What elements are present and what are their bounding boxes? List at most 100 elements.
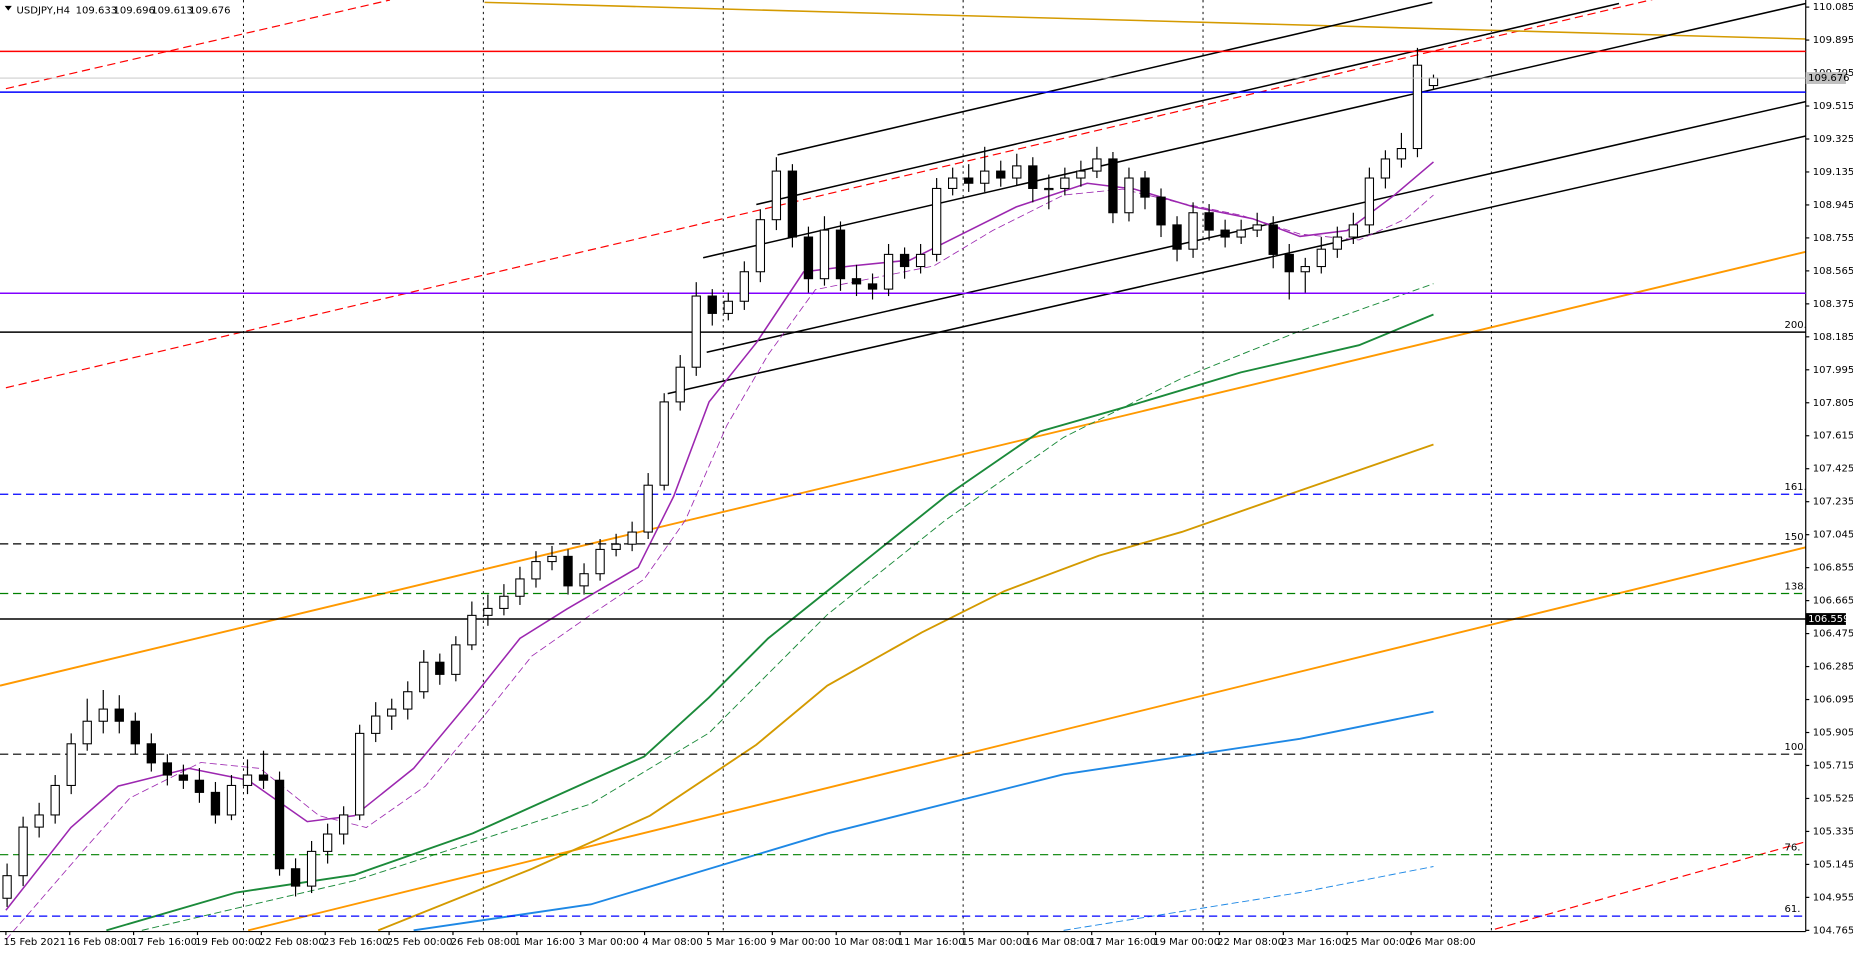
candle-body [2,875,12,899]
y-tick-label: 109.515 [1813,101,1853,112]
candle-body [1364,177,1375,226]
y-tick-label: 110.085 [1813,2,1853,13]
moving-average [377,443,1434,932]
candle-body [467,614,477,646]
candle-body [1140,177,1150,198]
moving-average [106,313,1434,932]
candle-body [371,715,381,734]
y-tick-label: 108.565 [1813,266,1853,277]
y-tick-label: 106.095 [1813,695,1853,706]
candle-body [771,170,782,221]
candle-body [162,762,173,776]
y-tick-label: 106.855 [1813,563,1853,574]
candle-body [755,219,766,273]
candle-body [1124,177,1134,214]
candle-body [547,555,557,563]
period-separators [242,0,1492,932]
candle-body [1300,266,1310,273]
candle-body [1236,229,1246,238]
y-tick-label: 108.185 [1813,332,1853,343]
trend-line [484,1,1806,40]
price-box [1805,613,1846,625]
candle-body [1108,158,1118,214]
menu-arrow[interactable] [4,5,12,11]
last-price-label: 109.676 [1808,73,1849,84]
level-label: 161. [1784,482,1806,493]
candle-body [803,236,814,280]
candle-body [1092,158,1102,172]
x-tick-label: 15 Feb 2021 [4,937,66,948]
candle-body [419,661,429,693]
candle-body [82,720,92,745]
candle-body [499,595,509,609]
y-tick-label: 107.045 [1813,530,1853,541]
y-tick-label: 105.145 [1813,859,1853,870]
x-tick-label: 4 Mar 08:00 [642,937,703,948]
candle-body [66,743,76,786]
last-price-box [1805,72,1846,84]
y-tick-label: 108.375 [1813,299,1853,310]
candle-body [274,779,285,870]
candle-body [1332,236,1342,250]
candle-body [851,278,862,285]
ohlc-high: 109.696 [113,6,154,17]
moving-average [1063,866,1434,931]
x-tick-label: 16 Mar 08:00 [1025,937,1092,948]
y-tick-label: 109.895 [1813,35,1853,46]
candle-body [579,573,589,587]
candle-body [18,826,28,877]
candle-body [819,229,830,280]
x-tick-label: 25 Mar 00:00 [1345,937,1412,948]
trend-line [1494,841,1806,930]
channel-line [777,1,1433,156]
candle-body [146,743,156,764]
candle-body [643,484,653,533]
x-tick-label: 17 Mar 16:00 [1089,937,1156,948]
candle-body [691,295,701,368]
level-label: 100. [1784,742,1806,753]
candle-body [659,401,669,486]
y-tick-label: 105.715 [1813,760,1853,771]
x-tick-label: 16 Feb 08:00 [67,937,133,948]
trend-line [0,250,1806,687]
y-tick-label: 104.765 [1813,925,1853,936]
candle-body [290,868,301,887]
candle-body [1012,165,1022,179]
y-tick-label: 108.755 [1813,233,1853,244]
candle-body [1156,196,1166,226]
level-label: 61. [1784,904,1800,915]
x-tick-label: 3 Mar 00:00 [578,937,639,948]
y-tick-label: 106.665 [1813,596,1853,607]
candle-body [1172,224,1182,250]
candle-body [1252,224,1262,231]
candle-body [915,253,926,268]
candle-body [1060,177,1070,189]
candle-body [483,607,493,616]
candle-body [451,644,461,675]
x-tick-label: 22 Feb 08:00 [259,937,325,948]
candle-body [867,283,878,290]
chart-title: USDJPY,H4 [17,6,70,17]
candle-body [1044,187,1054,191]
x-tick-label: 25 Feb 00:00 [387,937,453,948]
candle-body [194,779,205,793]
x-tick-label: 19 Feb 00:00 [195,937,261,948]
y-tick-label: 109.325 [1813,134,1853,145]
candle-body [1284,253,1294,273]
candle-body [611,543,621,550]
candle-body [1076,170,1086,179]
x-tick-label: 10 Mar 08:00 [834,937,901,948]
candle-body [595,548,605,575]
x-tick-label: 22 Mar 08:00 [1217,937,1284,948]
candle-body [739,271,749,302]
level-label: 150. [1784,532,1806,543]
candle-body [34,814,44,828]
trend-line [5,0,391,90]
x-tick-label: 23 Mar 16:00 [1281,937,1348,948]
y-tick-label: 106.475 [1813,629,1853,640]
x-tick-label: 5 Mar 16:00 [706,937,767,948]
candle-body [707,295,717,314]
